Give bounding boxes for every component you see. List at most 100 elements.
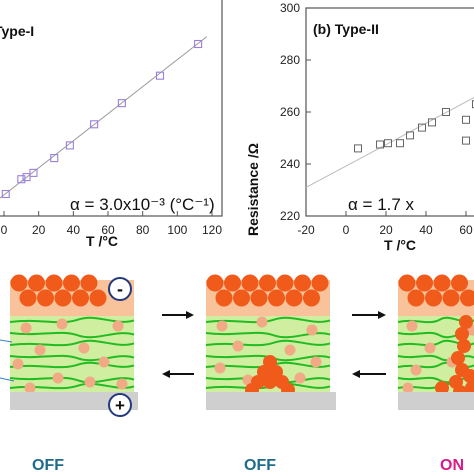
particle: [416, 274, 433, 292]
particle: [398, 274, 416, 292]
dispersed-particle: [98, 356, 110, 368]
x-tick-label-type-1: 60: [101, 223, 115, 237]
point-type-2: [396, 139, 404, 148]
dispersed-particle: [294, 372, 306, 384]
particle: [37, 289, 54, 307]
particle: [241, 274, 259, 292]
y-tick-label-type-2: 280: [280, 53, 300, 67]
fit-line-type-1: [0, 36, 208, 199]
particle: [54, 289, 72, 307]
point-type-2: [462, 136, 470, 145]
point-type-1: [117, 99, 126, 108]
x-tick-label-type-1: 120: [202, 223, 222, 237]
particle: [407, 289, 425, 307]
device-state-1: - + OFF: [0, 274, 138, 474]
dispersed-particle: [216, 320, 228, 332]
particle: [233, 289, 250, 307]
panel-title-type-2: (b) Type-II: [313, 21, 379, 37]
fiber: [9, 339, 135, 347]
x-tick-label-type-1: 0: [1, 223, 8, 237]
particle: [451, 351, 465, 365]
y-tick-label-type-2: 300: [280, 1, 300, 15]
point-type-1: [90, 120, 99, 129]
state-label-2: OFF: [244, 457, 276, 474]
point-type-2: [428, 118, 436, 127]
particle: [457, 339, 471, 353]
fiber: [9, 361, 135, 369]
point-type-2: [384, 139, 392, 148]
dispersed-particle: [84, 376, 96, 388]
state-label-3: ON: [440, 457, 464, 474]
point-type-2: [354, 144, 362, 153]
dispersed-particle: [406, 320, 418, 332]
particle: [268, 289, 285, 307]
x-ticks-type-1: 0 20 40 60 80 100 120: [1, 211, 222, 237]
point-type-1: [50, 154, 59, 163]
fiber: [205, 339, 331, 347]
particle: [433, 274, 451, 292]
back-arrowhead-1: [162, 370, 170, 378]
point-type-1: [17, 175, 26, 184]
state-label-1: OFF: [32, 457, 64, 474]
plus-terminal-icon: [108, 393, 132, 417]
particle: [10, 274, 28, 292]
dispersed-particle: [242, 374, 254, 386]
dispersed-particle: [424, 342, 436, 354]
particle: [19, 289, 37, 307]
fiber: [9, 376, 135, 384]
point-type-2: [376, 140, 384, 149]
point-type-1: [1, 189, 10, 199]
particle: [89, 289, 107, 307]
device-state-3: ON: [397, 274, 474, 474]
electrode-bottom-1: [10, 392, 138, 410]
x-tick-label-type-1: 40: [67, 223, 81, 237]
panel-type-2: (b) Type-II 220 240 260 280 300 -20 0 20 40 60 α…: [245, 1, 474, 253]
particle: [215, 289, 233, 307]
transition-arrows-2-3: [352, 311, 386, 378]
dispersed-particle: [34, 344, 46, 356]
electrode-bottom-2: [206, 392, 336, 410]
x-tick-label-type-2: -20: [297, 223, 315, 237]
forward-arrowhead-1: [186, 311, 194, 319]
panel-title-type-1: Type-I: [0, 23, 34, 39]
pointer-arrow-2: [0, 377, 15, 382]
alpha-annotation-type-2: α = 1.7 x: [348, 195, 415, 214]
dispersed-particle: [306, 324, 318, 336]
particle: [425, 289, 442, 307]
x-tick-label-type-2: 0: [343, 223, 350, 237]
point-type-1: [29, 168, 38, 177]
x-tick-label-type-2: 40: [419, 223, 433, 237]
dispersed-particles-2: [214, 316, 322, 386]
particle: [45, 274, 63, 292]
x-tick-label-type-1: 100: [167, 223, 187, 237]
dispersed-particle: [56, 318, 68, 330]
dispersed-particle: [284, 344, 296, 356]
particle: [224, 274, 241, 292]
dispersed-particles-1: [12, 318, 128, 394]
y-axis-title-type-2: Resistance /Ω: [245, 143, 261, 236]
y-ticks-type-2: 220 240 260 280 300: [280, 1, 311, 223]
dispersed-particle: [410, 364, 422, 376]
y-tick-label-type-2: 220: [280, 209, 300, 223]
alpha-annotation-type-1: α = 3.0x10⁻³ (°C⁻¹): [70, 195, 215, 214]
point-type-2: [442, 108, 450, 116]
device-state-2: OFF: [205, 274, 336, 474]
plot-frame-type-1: [0, 0, 223, 217]
particle: [285, 289, 303, 307]
transition-arrows-1-2: [162, 311, 194, 378]
x-ticks-type-2: -20 0 20 40 60: [297, 211, 473, 237]
dispersed-particle: [310, 356, 322, 368]
dispersed-particle: [232, 340, 244, 352]
particle: [206, 274, 224, 292]
top-particles-1: [10, 274, 107, 307]
point-type-2: [418, 123, 426, 132]
plot-frame-type-2: [305, 7, 474, 217]
point-type-2: [472, 100, 474, 109]
point-type-2: [462, 115, 470, 124]
x-axis-title-type-2: T /°C: [384, 237, 416, 253]
fiber: [205, 316, 331, 324]
point-type-1: [22, 173, 31, 182]
x-tick-label-type-1: 80: [136, 223, 150, 237]
dispersed-particle: [78, 342, 90, 354]
